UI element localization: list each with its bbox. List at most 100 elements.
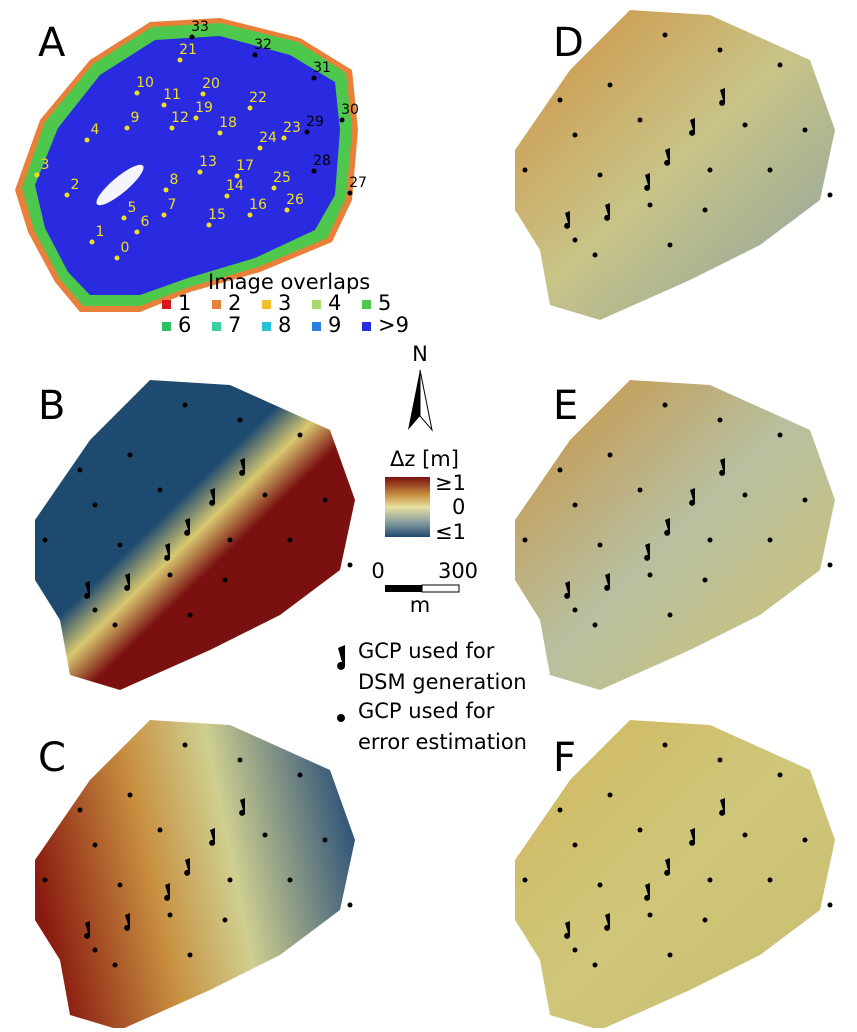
gcp-label: 16 — [249, 197, 267, 213]
gcp-label: 11 — [163, 87, 181, 103]
gcp-label: 33 — [191, 19, 209, 35]
gcp-point — [35, 173, 40, 178]
gcp-error-icon — [337, 714, 345, 722]
gcp-point — [207, 223, 212, 228]
gcp-legend-text: GCP used for — [358, 699, 495, 723]
gcp-point — [162, 103, 167, 108]
map-c — [35, 720, 355, 1028]
gcp-point — [312, 169, 317, 174]
north-arrow — [408, 370, 420, 430]
legend-label: 6 — [178, 313, 191, 337]
gcp-point — [135, 230, 140, 235]
gcp-point — [348, 191, 353, 196]
legend-swatch — [312, 322, 321, 331]
gcp-point — [125, 126, 130, 131]
gcp-label: 31 — [313, 60, 331, 76]
gcp-label: 30 — [341, 102, 359, 118]
colorbar-label: ≤1 — [435, 520, 466, 544]
panel-label: C — [38, 735, 66, 781]
gcp-point — [201, 92, 206, 97]
legend-label: 2 — [228, 291, 241, 315]
panel-label: D — [553, 20, 584, 66]
gcp-point — [170, 126, 175, 131]
gcp-label: 6 — [141, 214, 150, 230]
gcp-label: 7 — [168, 197, 177, 213]
panel-label: A — [38, 20, 66, 66]
gcp-label: 2 — [71, 177, 80, 193]
gcp-point — [285, 208, 290, 213]
gcp-point — [90, 240, 95, 245]
gcp-point — [225, 194, 230, 199]
legend-label: 5 — [378, 291, 391, 315]
colorbar-label: 0 — [452, 495, 465, 519]
scale-bar — [422, 585, 459, 592]
gcp-point — [305, 130, 310, 135]
figure: 0123456789101112131415161718192021222324… — [0, 0, 857, 1028]
north-arrow — [420, 370, 432, 430]
gcp-point — [194, 116, 199, 121]
scale-bar — [385, 585, 422, 592]
gcp-label: 27 — [349, 175, 367, 191]
overlap-map — [15, 18, 358, 312]
scale-unit: m — [410, 593, 430, 617]
gcp-point — [190, 35, 195, 40]
gcp-label: 5 — [128, 200, 137, 216]
legend-swatch — [312, 300, 321, 309]
legend-swatch — [212, 300, 221, 309]
gcp-label: 29 — [306, 114, 324, 130]
gcp-label: 24 — [259, 130, 277, 146]
gcp-label: 10 — [136, 75, 154, 91]
gcp-point — [248, 106, 253, 111]
gcp-point — [272, 186, 277, 191]
panel-label: E — [553, 383, 578, 429]
legend-label: 4 — [328, 291, 341, 315]
gcp-label: 20 — [202, 76, 220, 92]
legend-swatch — [362, 322, 371, 331]
gcp-label: 28 — [313, 153, 331, 169]
gcp-point — [312, 76, 317, 81]
gcp-legend-text: DSM generation — [358, 670, 527, 694]
gcp-point — [85, 138, 90, 143]
gcp-point — [135, 91, 140, 96]
gcp-point — [122, 216, 127, 221]
gcp-point — [340, 118, 345, 123]
legend-swatch — [162, 300, 171, 309]
gcp-legend-text: GCP used for — [358, 639, 495, 663]
gcp-point — [164, 188, 169, 193]
colorbar-title: Δz [m] — [390, 447, 459, 471]
panel-label: F — [553, 735, 576, 781]
legend-swatch — [212, 322, 221, 331]
scale-label: 300 — [438, 559, 478, 583]
gcp-label: 12 — [171, 110, 189, 126]
colorbar-label: ≥1 — [435, 471, 466, 495]
legend-label: 7 — [228, 313, 241, 337]
legend-swatch — [262, 300, 271, 309]
gcp-label: 9 — [131, 110, 140, 126]
colorbar — [385, 477, 430, 537]
gcp-point — [258, 146, 263, 151]
gcp-label: 15 — [208, 207, 226, 223]
gcp-label: 21 — [179, 42, 197, 58]
gcp-dsm-icon — [337, 645, 345, 670]
gcp-label: 26 — [286, 192, 304, 208]
gcp-label: 3 — [41, 157, 50, 173]
map-b — [35, 380, 355, 690]
legend-swatch — [162, 322, 171, 331]
gcp-point — [65, 193, 70, 198]
gcp-label: 22 — [249, 90, 267, 106]
legend-label: 1 — [178, 291, 191, 315]
legend-label: 9 — [328, 313, 341, 337]
gcp-label: 32 — [254, 37, 272, 53]
gcp-label: 8 — [170, 172, 179, 188]
gcp-legend-text: error estimation — [358, 730, 527, 754]
north-label: N — [412, 342, 428, 366]
legend-label: 8 — [278, 313, 291, 337]
gcp-point — [178, 58, 183, 63]
gcp-point — [282, 136, 287, 141]
gcp-label: 14 — [226, 178, 244, 194]
gcp-label: 4 — [91, 122, 100, 138]
gcp-label: 19 — [195, 100, 213, 116]
gcp-point — [198, 170, 203, 175]
gcp-label: 18 — [219, 115, 237, 131]
